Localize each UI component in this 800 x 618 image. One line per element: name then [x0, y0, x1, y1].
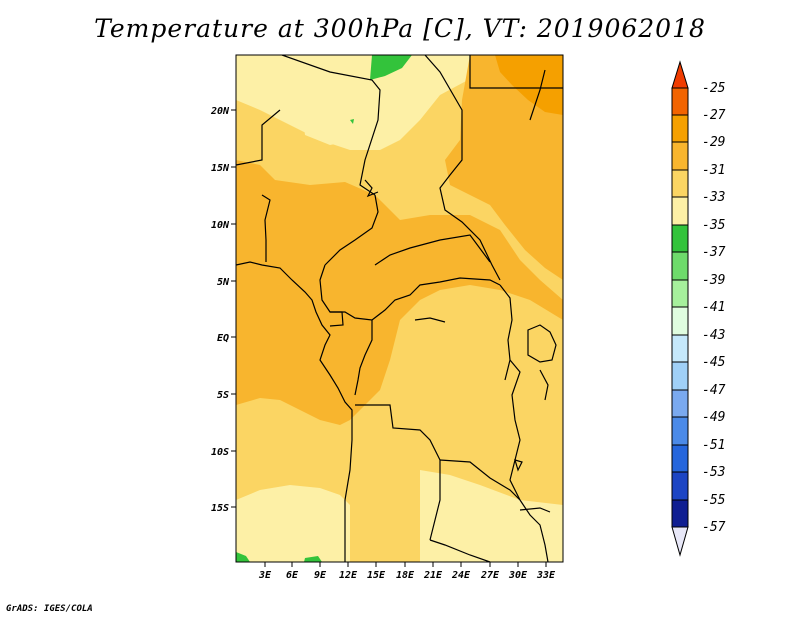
country-borders: [236, 55, 563, 562]
colorbar-label: -37: [702, 245, 726, 260]
colorbar-swatch: [671, 224, 689, 253]
lon-labels: 3E 6E 9E 12E 15E 18E 21E 24E 27E 30E 33E: [258, 570, 556, 581]
colorbar-swatch: [671, 499, 689, 528]
grads-credit: GrADS: IGES/COLA: [6, 604, 93, 614]
colorbar-label: -43: [702, 328, 726, 343]
lon-label: 27E: [480, 570, 500, 581]
map-frame: [235, 54, 564, 563]
lat-label: 20N: [210, 106, 230, 117]
colorbar-label: -49: [702, 410, 726, 425]
colorbar-label: -25: [702, 81, 726, 96]
colorbar-swatch: [671, 169, 689, 198]
colorbar-swatch: [671, 141, 689, 171]
colorbar-label: -51: [702, 438, 726, 453]
colorbar-label: -41: [702, 300, 726, 315]
temperature-field: [236, 55, 563, 562]
field-green-dot: [350, 119, 354, 124]
field-sw-35: [236, 485, 350, 562]
colorbar-label: -47: [702, 383, 726, 398]
colorbar-swatch: [671, 279, 689, 308]
field-ne-29: [495, 55, 563, 115]
lon-label: 6E: [286, 570, 299, 581]
colorbar-label: -55: [702, 493, 726, 508]
lat-labels: 20N 15N 10N 5N EQ 5S 10S 15S: [210, 106, 230, 514]
field-se-35: [420, 470, 563, 562]
field-green-sw: [236, 552, 250, 562]
lon-label: 9E: [314, 570, 327, 581]
lon-label: 21E: [423, 570, 443, 581]
colorbar-swatch: [671, 196, 689, 226]
lon-label: 15E: [367, 570, 386, 581]
colorbar-swatch: [671, 444, 689, 473]
lon-label: 3E: [258, 570, 272, 581]
lon-label: 18E: [396, 570, 415, 581]
lat-label: EQ: [217, 333, 229, 344]
axis-ticks: [231, 109, 547, 567]
lat-label: 15N: [211, 163, 230, 174]
colorbar-swatch: [671, 471, 689, 501]
lat-label: 10N: [211, 220, 230, 231]
colorbar-swatch: [671, 416, 689, 446]
colorbar-label: -57: [702, 520, 726, 535]
field-green-s: [304, 556, 322, 562]
colorbar: [671, 60, 689, 557]
colorbar-top-arrow: [671, 60, 689, 89]
colorbar-label: -45: [702, 355, 726, 370]
colorbar-swatch: [671, 251, 689, 281]
colorbar-swatch: [671, 306, 689, 336]
lat-label: 5N: [217, 277, 230, 288]
field-central-31: [236, 160, 563, 425]
colorbar-swatch: [671, 87, 689, 116]
colorbar-label: -53: [702, 465, 726, 480]
colorbar-label: -33: [702, 190, 726, 205]
lon-label: 12E: [339, 570, 358, 581]
colorbar-swatch: [671, 114, 689, 143]
lon-label: 30E: [508, 570, 528, 581]
colorbar-swatch: [671, 389, 689, 418]
lat-label: 10S: [211, 447, 229, 458]
colorbar-label: -27: [702, 108, 726, 123]
colorbar-label: -29: [702, 135, 726, 150]
lon-label: 33E: [536, 570, 556, 581]
colorbar-label: -31: [702, 163, 726, 178]
field-green-north: [370, 55, 412, 80]
colorbar-swatch: [671, 361, 689, 391]
colorbar-swatch: [671, 334, 689, 363]
lon-label: 24E: [451, 570, 471, 581]
colorbar-label: -35: [702, 218, 726, 233]
colorbar-bottom-arrow: [671, 526, 689, 557]
lat-label: 5S: [217, 390, 229, 401]
lat-label: 15S: [211, 503, 229, 514]
field-inner-35: [300, 90, 370, 145]
colorbar-label: -39: [702, 273, 726, 288]
map-title: Temperature at 300hPa [C], VT: 201906201…: [94, 14, 706, 43]
